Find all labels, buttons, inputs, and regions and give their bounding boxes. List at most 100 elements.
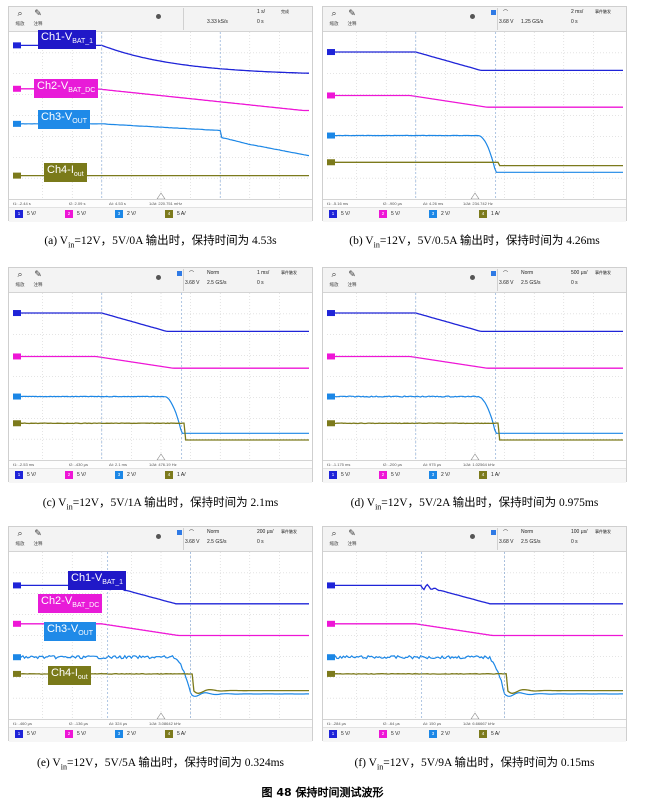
ground-marker-ch2 bbox=[13, 353, 21, 360]
channel-4-badge: 4 bbox=[479, 210, 487, 218]
ch2-trace bbox=[327, 355, 623, 369]
channel-1-scale[interactable]: 1 5 V/ bbox=[15, 729, 36, 739]
channel-2-scale[interactable]: 2 5 V/ bbox=[379, 729, 400, 739]
annotate-icon[interactable]: ✎ bbox=[34, 529, 42, 539]
ground-marker-ch1 bbox=[327, 49, 335, 56]
channel-1-badge: 1 bbox=[15, 210, 23, 218]
scope-panel-e: ⌕ 缩放 ✎ 注释 ⌒ Norm 3.68 V 200 μs/2.5 GS/s 0 s 事件触发 t… bbox=[8, 526, 313, 742]
caption-subscript: in bbox=[60, 762, 67, 772]
channel-1-scale[interactable]: 1 5 V/ bbox=[15, 209, 36, 219]
channel-2-badge: 2 bbox=[379, 471, 387, 479]
channel-4-badge: 4 bbox=[479, 471, 487, 479]
channel-1-scale[interactable]: 1 5 V/ bbox=[329, 729, 350, 739]
channel-2-volts-per-div: 5 V/ bbox=[77, 731, 86, 737]
ch4-trace bbox=[13, 422, 309, 441]
channel-3-volts-per-div: 2 V/ bbox=[441, 472, 450, 478]
ground-marker-ch4 bbox=[327, 159, 335, 166]
scope-toolbar: ⌕ 缩放 ✎ 注释 ⌒ 3.68 V 2 ms/1.25 GS/s 0 s 事件触发 bbox=[323, 7, 626, 32]
cursor-delta-t: Δt: 150 μs bbox=[423, 721, 442, 726]
zoom-icon[interactable]: ⌕ bbox=[331, 270, 337, 280]
zoom-icon[interactable]: ⌕ bbox=[17, 9, 23, 19]
channel-3-scale[interactable]: 3 2 V/ bbox=[429, 209, 450, 219]
acquisition-status: 完成 bbox=[281, 9, 289, 14]
ground-marker-ch2 bbox=[13, 85, 21, 92]
ground-marker-ch4 bbox=[13, 670, 21, 677]
channel-3-scale[interactable]: 3 2 V/ bbox=[115, 729, 136, 739]
trigger-mode: Norm bbox=[521, 270, 534, 276]
scope-toolbar: ⌕ 缩放 ✎ 注释 ⌒ Norm 3.68 V 500 μs/2.5 GS/s 0 s 事件触发 bbox=[323, 268, 626, 293]
channel-2-badge: 2 bbox=[65, 210, 73, 218]
legend-ch1: Ch1-VBAT_1 bbox=[68, 571, 127, 591]
annotate-icon[interactable]: ✎ bbox=[348, 9, 356, 19]
zoom-icon[interactable]: ⌕ bbox=[17, 270, 23, 280]
ch3-trace bbox=[327, 395, 623, 434]
cursor-t2: t2: 2.09 s bbox=[69, 201, 86, 206]
horizontal-settings-box bbox=[497, 528, 568, 550]
channel-4-scale[interactable]: 4 5 A/ bbox=[479, 729, 500, 739]
zoom-icon[interactable]: ⌕ bbox=[331, 9, 337, 19]
annotate-icon[interactable]: ✎ bbox=[348, 270, 356, 280]
channel-3-badge: 3 bbox=[115, 730, 123, 738]
channel-2-scale[interactable]: 2 5 V/ bbox=[65, 729, 86, 739]
channel-4-scale[interactable]: 4 1 A/ bbox=[479, 470, 500, 480]
ground-marker-ch4 bbox=[327, 420, 335, 427]
channel-1-scale[interactable]: 1 5 V/ bbox=[329, 470, 350, 480]
annotate-icon[interactable]: ✎ bbox=[348, 529, 356, 539]
channel-1-scale[interactable]: 1 5 V/ bbox=[329, 209, 350, 219]
trigger-source-icon bbox=[491, 271, 496, 276]
ch1-trace bbox=[327, 51, 623, 72]
ground-marker-ch2 bbox=[327, 620, 335, 627]
scope-panel-c: ⌕ 缩放 ✎ 注释 ⌒ Norm 3.68 V 1 ms/2.5 GS/s 0 s 事件触发 t1:… bbox=[8, 267, 313, 483]
channel-1-scale[interactable]: 1 5 V/ bbox=[15, 470, 36, 480]
channel-2-scale[interactable]: 2 5 V/ bbox=[65, 209, 86, 219]
legend-ch2-subscript: BAT_DC bbox=[68, 87, 96, 95]
channel-3-scale[interactable]: 3 2 V/ bbox=[115, 470, 136, 480]
caption-text: =12V，5V/0.5A 输出时，保持时间为 4.26ms bbox=[379, 235, 600, 247]
sample-rate: 2.5 GS/s bbox=[521, 280, 541, 286]
channel-4-scale[interactable]: 4 5 A/ bbox=[165, 209, 186, 219]
ground-marker-ch3 bbox=[327, 654, 335, 661]
cursor-frequency: 1/Δt: 1.02564 kHz bbox=[463, 462, 495, 467]
trigger-source-icon bbox=[177, 271, 182, 276]
channel-2-volts-per-div: 5 V/ bbox=[391, 731, 400, 737]
cursor-frequency: 1/Δt: 220.751 mHz bbox=[149, 201, 183, 206]
sample-rate: 2.5 GS/s bbox=[207, 280, 227, 286]
zoom-label: 缩放 bbox=[15, 21, 25, 26]
time-offset: 0 s bbox=[571, 539, 578, 545]
channel-2-scale[interactable]: 2 5 V/ bbox=[379, 209, 400, 219]
trigger-slope-icon: ⌒ bbox=[503, 530, 509, 536]
channel-2-scale[interactable]: 2 5 V/ bbox=[65, 470, 86, 480]
legend-ch4: Ch4-Iout bbox=[48, 666, 91, 686]
channel-3-scale[interactable]: 3 2 V/ bbox=[115, 209, 136, 219]
annotate-icon[interactable]: ✎ bbox=[34, 9, 42, 19]
channel-4-scale[interactable]: 4 1 A/ bbox=[479, 209, 500, 219]
caption-prefix: (f) V bbox=[354, 757, 377, 769]
caption-subscript: in bbox=[376, 762, 384, 772]
channel-3-badge: 3 bbox=[429, 730, 437, 738]
channel-4-scale[interactable]: 4 5 A/ bbox=[165, 729, 186, 739]
ground-marker-ch3 bbox=[327, 132, 335, 139]
ground-marker-ch3 bbox=[13, 120, 21, 127]
channel-2-badge: 2 bbox=[65, 471, 73, 479]
cursor-readout-row: t1: -460 μs t2: -136 μs Δt: 324 μs 1/Δt: 3.… bbox=[9, 720, 312, 728]
channel-3-scale[interactable]: 3 2 V/ bbox=[429, 729, 450, 739]
channel-4-scale[interactable]: 4 1 A/ bbox=[165, 470, 186, 480]
caption-c: (c) Vin=12V，5V/1A 输出时，保持时间为 2.1ms bbox=[8, 494, 313, 511]
cursor-t1: t1: -284 μs bbox=[327, 721, 346, 726]
zoom-icon[interactable]: ⌕ bbox=[17, 529, 23, 539]
annotate-icon[interactable]: ✎ bbox=[34, 270, 42, 280]
annotate-label: 注释 bbox=[33, 21, 43, 26]
zoom-label: 缩放 bbox=[329, 282, 339, 287]
channel-1-volts-per-div: 5 V/ bbox=[27, 731, 36, 737]
trigger-level: 3.68 V bbox=[185, 539, 200, 545]
channel-2-scale[interactable]: 2 5 V/ bbox=[379, 470, 400, 480]
cursor-delta-t: Δt: 324 μs bbox=[109, 721, 128, 726]
channel-2-volts-per-div: 5 V/ bbox=[391, 472, 400, 478]
cursor-t2: t2: -900 μs bbox=[383, 201, 402, 206]
zoom-icon[interactable]: ⌕ bbox=[331, 529, 337, 539]
horizontal-settings-box bbox=[497, 8, 568, 30]
caption-text: =12V，5V/1A 输出时，保持时间为 2.1ms bbox=[72, 497, 279, 509]
ch4-trace bbox=[327, 422, 623, 441]
channel-4-badge: 4 bbox=[165, 471, 173, 479]
channel-3-scale[interactable]: 3 2 V/ bbox=[429, 470, 450, 480]
